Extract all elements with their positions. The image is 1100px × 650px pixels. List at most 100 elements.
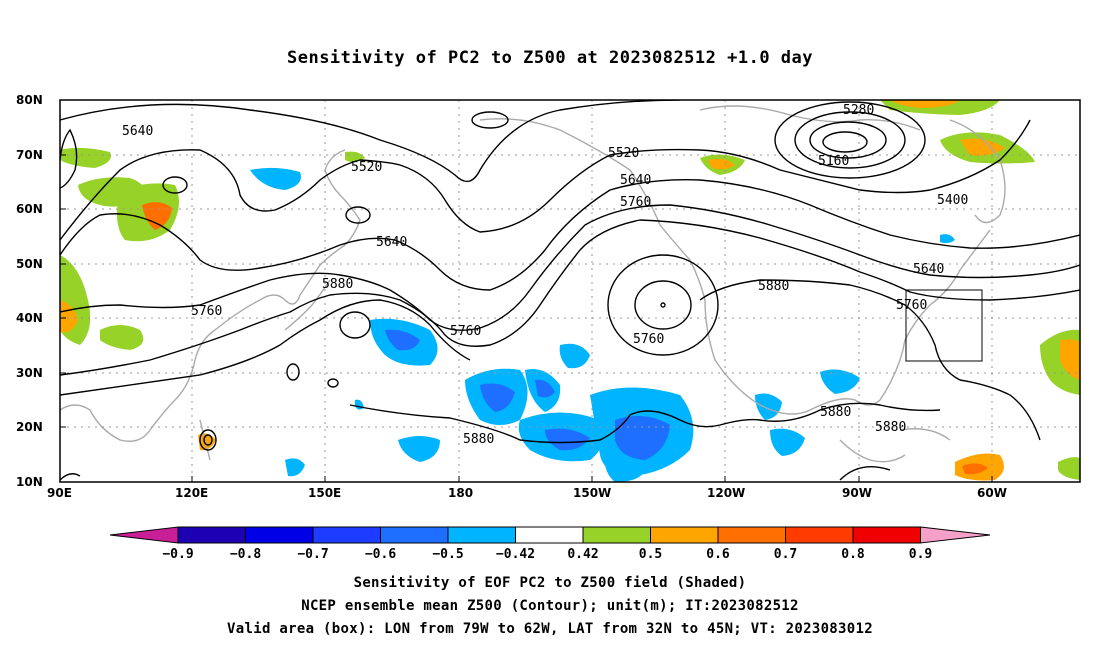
negative-sensitivity-patch [535,379,555,398]
negative-sensitivity-patch [559,343,590,369]
negative-sensitivity-patch [480,383,515,412]
lon-label: 180 [448,486,473,500]
contour-label: 5640 [913,262,944,277]
contour-closed-low [286,363,300,381]
colorbar-label: 0.42 [567,547,598,562]
coastline-asia [60,149,361,442]
contour-label: 5880 [463,432,494,447]
colorbar-label: −0.8 [230,547,261,562]
lon-label: 150W [573,486,611,500]
colorbar-label: 0.8 [841,547,865,562]
colorbar-swatch [312,526,381,544]
contour-label: 5640 [376,235,407,250]
contour-line [60,179,1080,291]
lon-label: 60W [977,486,1007,500]
colorbar-label: 0.9 [909,547,932,562]
positive-sensitivity-patch [1058,457,1080,480]
contour-label: 5880 [322,277,353,292]
contour-closed-low [607,254,719,356]
colorbar-label: −0.5 [432,547,463,562]
contour-closed-low [345,206,371,224]
positive-sensitivity-patch [60,300,78,333]
contour-label: 5520 [351,160,382,175]
positive-sensitivity-patch [60,147,111,168]
lon-label: 120E [175,486,208,500]
contour-closed-low [794,111,906,169]
contour-line [349,402,941,444]
contour-label: 5160 [818,154,849,169]
map-title: Sensitivity of PC2 to Z500 at 2023082512… [286,48,813,68]
colorbar-swatch [447,526,516,544]
negative-sensitivity-patch [250,167,301,190]
contour-line [60,219,1080,376]
contour-closed-low [199,429,217,451]
lat-label: 20N [16,420,43,434]
colorbar-label: 0.5 [639,547,662,562]
colorbar-swatch [245,526,314,544]
contour-label: 5640 [122,124,153,139]
positive-sensitivity-patch [890,100,960,108]
contour-labels: 5640 5520 5520 5640 5760 5880 5760 5640 … [122,103,968,447]
contour-line [699,279,1041,441]
negative-sensitivity-patch [604,455,645,482]
coastline-greenland [949,119,1006,224]
colorbar-label: 0.7 [774,547,797,562]
caption-line-2: NCEP ensemble mean Z500 (Contour); unit(… [301,598,799,614]
coastline-philippines [199,419,211,461]
contour-closed-low [660,302,666,308]
colorbar-swatch [380,526,449,544]
colorbar-label: −0.7 [297,547,328,562]
lat-label: 30N [16,366,43,380]
contour-label: 5520 [608,146,639,161]
contour-label: 5760 [896,298,927,313]
lat-label: 60N [16,202,43,216]
contour-closed-low [162,176,188,194]
coastline-japan [284,279,331,331]
lat-label: 10N [16,475,43,489]
colorbar-swatch [177,526,246,544]
caption-line-3: Valid area (box): LON from 79W to 62W, L… [227,621,873,637]
colorbar-swatch [785,526,854,544]
negative-sensitivity-patch [398,436,440,462]
negative-sensitivity-patch [285,458,305,477]
colorbar-label: −0.42 [496,547,535,562]
negative-sensitivity-patch [755,393,782,420]
colorbar-swatch [852,526,921,544]
colorbar-label: −0.9 [162,547,193,562]
longitude-labels: 90E 120E 150E 180 150W 120W 90W 60W [47,486,1007,500]
contour-closed-low [634,280,692,330]
valid-area-box [905,289,983,362]
negative-sensitivity-patch [545,428,590,451]
contour-label: 5400 [937,193,968,208]
lon-label: 90E [47,486,72,500]
contour-label: 5280 [843,103,874,118]
map-border [59,99,1081,483]
colorbar-swatch [515,526,584,544]
positive-sensitivity-patch [1060,339,1080,380]
colorbar-swatch [650,526,719,544]
z500-contours [60,100,1080,481]
lon-label: 150E [308,486,341,500]
coastline-central-america [839,439,906,463]
colorbar-swatch [717,526,786,544]
contour-closed-low [822,131,868,153]
contour-line [60,204,1080,331]
coastline-arctic [699,105,921,131]
positive-sensitivity-patch [708,158,735,170]
contour-closed-low [203,434,213,446]
contour-line [60,128,78,189]
contour-closed-low [774,101,926,179]
contour-line [60,119,1031,241]
contour-label: 5760 [620,195,651,210]
contour-line [60,299,471,396]
lat-label: 70N [16,148,43,162]
lon-label: 120W [707,486,745,500]
positive-sensitivity-patch [142,202,172,230]
negative-sensitivity-patch [385,329,420,351]
contour-label: 5760 [191,304,222,319]
lat-label: 40N [16,311,43,325]
colorbar-label: −0.6 [365,547,396,562]
colorbar-swatch [582,526,651,544]
contour-label: 5880 [875,420,906,435]
